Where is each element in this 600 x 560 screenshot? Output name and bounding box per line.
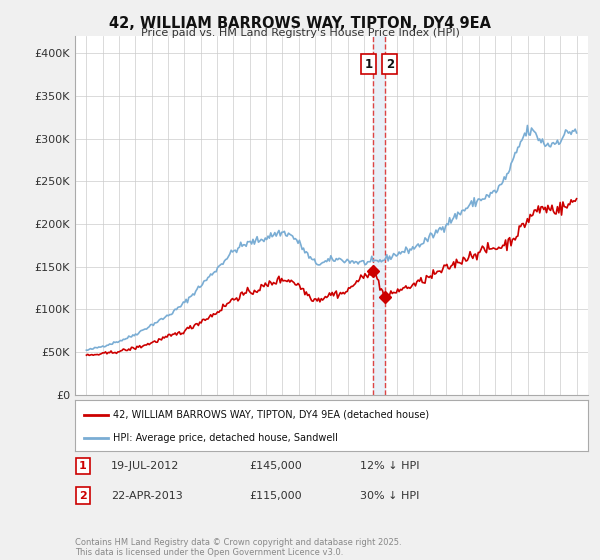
Text: Price paid vs. HM Land Registry's House Price Index (HPI): Price paid vs. HM Land Registry's House … (140, 28, 460, 38)
Text: Contains HM Land Registry data © Crown copyright and database right 2025.
This d: Contains HM Land Registry data © Crown c… (75, 538, 401, 557)
Text: 42, WILLIAM BARROWS WAY, TIPTON, DY4 9EA (detached house): 42, WILLIAM BARROWS WAY, TIPTON, DY4 9EA… (113, 409, 430, 419)
Bar (373, 36, 385, 395)
Text: 19-JUL-2012: 19-JUL-2012 (111, 461, 179, 471)
Text: £115,000: £115,000 (249, 491, 302, 501)
Text: 42, WILLIAM BARROWS WAY, TIPTON, DY4 9EA: 42, WILLIAM BARROWS WAY, TIPTON, DY4 9EA (109, 16, 491, 31)
Text: 30% ↓ HPI: 30% ↓ HPI (360, 491, 419, 501)
Text: 1: 1 (79, 461, 86, 471)
Text: 22-APR-2013: 22-APR-2013 (111, 491, 183, 501)
Text: HPI: Average price, detached house, Sandwell: HPI: Average price, detached house, Sand… (113, 433, 338, 443)
Text: £145,000: £145,000 (249, 461, 302, 471)
Text: 2: 2 (386, 58, 394, 71)
Text: 1: 1 (365, 58, 373, 71)
Text: 2: 2 (79, 491, 86, 501)
Text: 12% ↓ HPI: 12% ↓ HPI (360, 461, 419, 471)
